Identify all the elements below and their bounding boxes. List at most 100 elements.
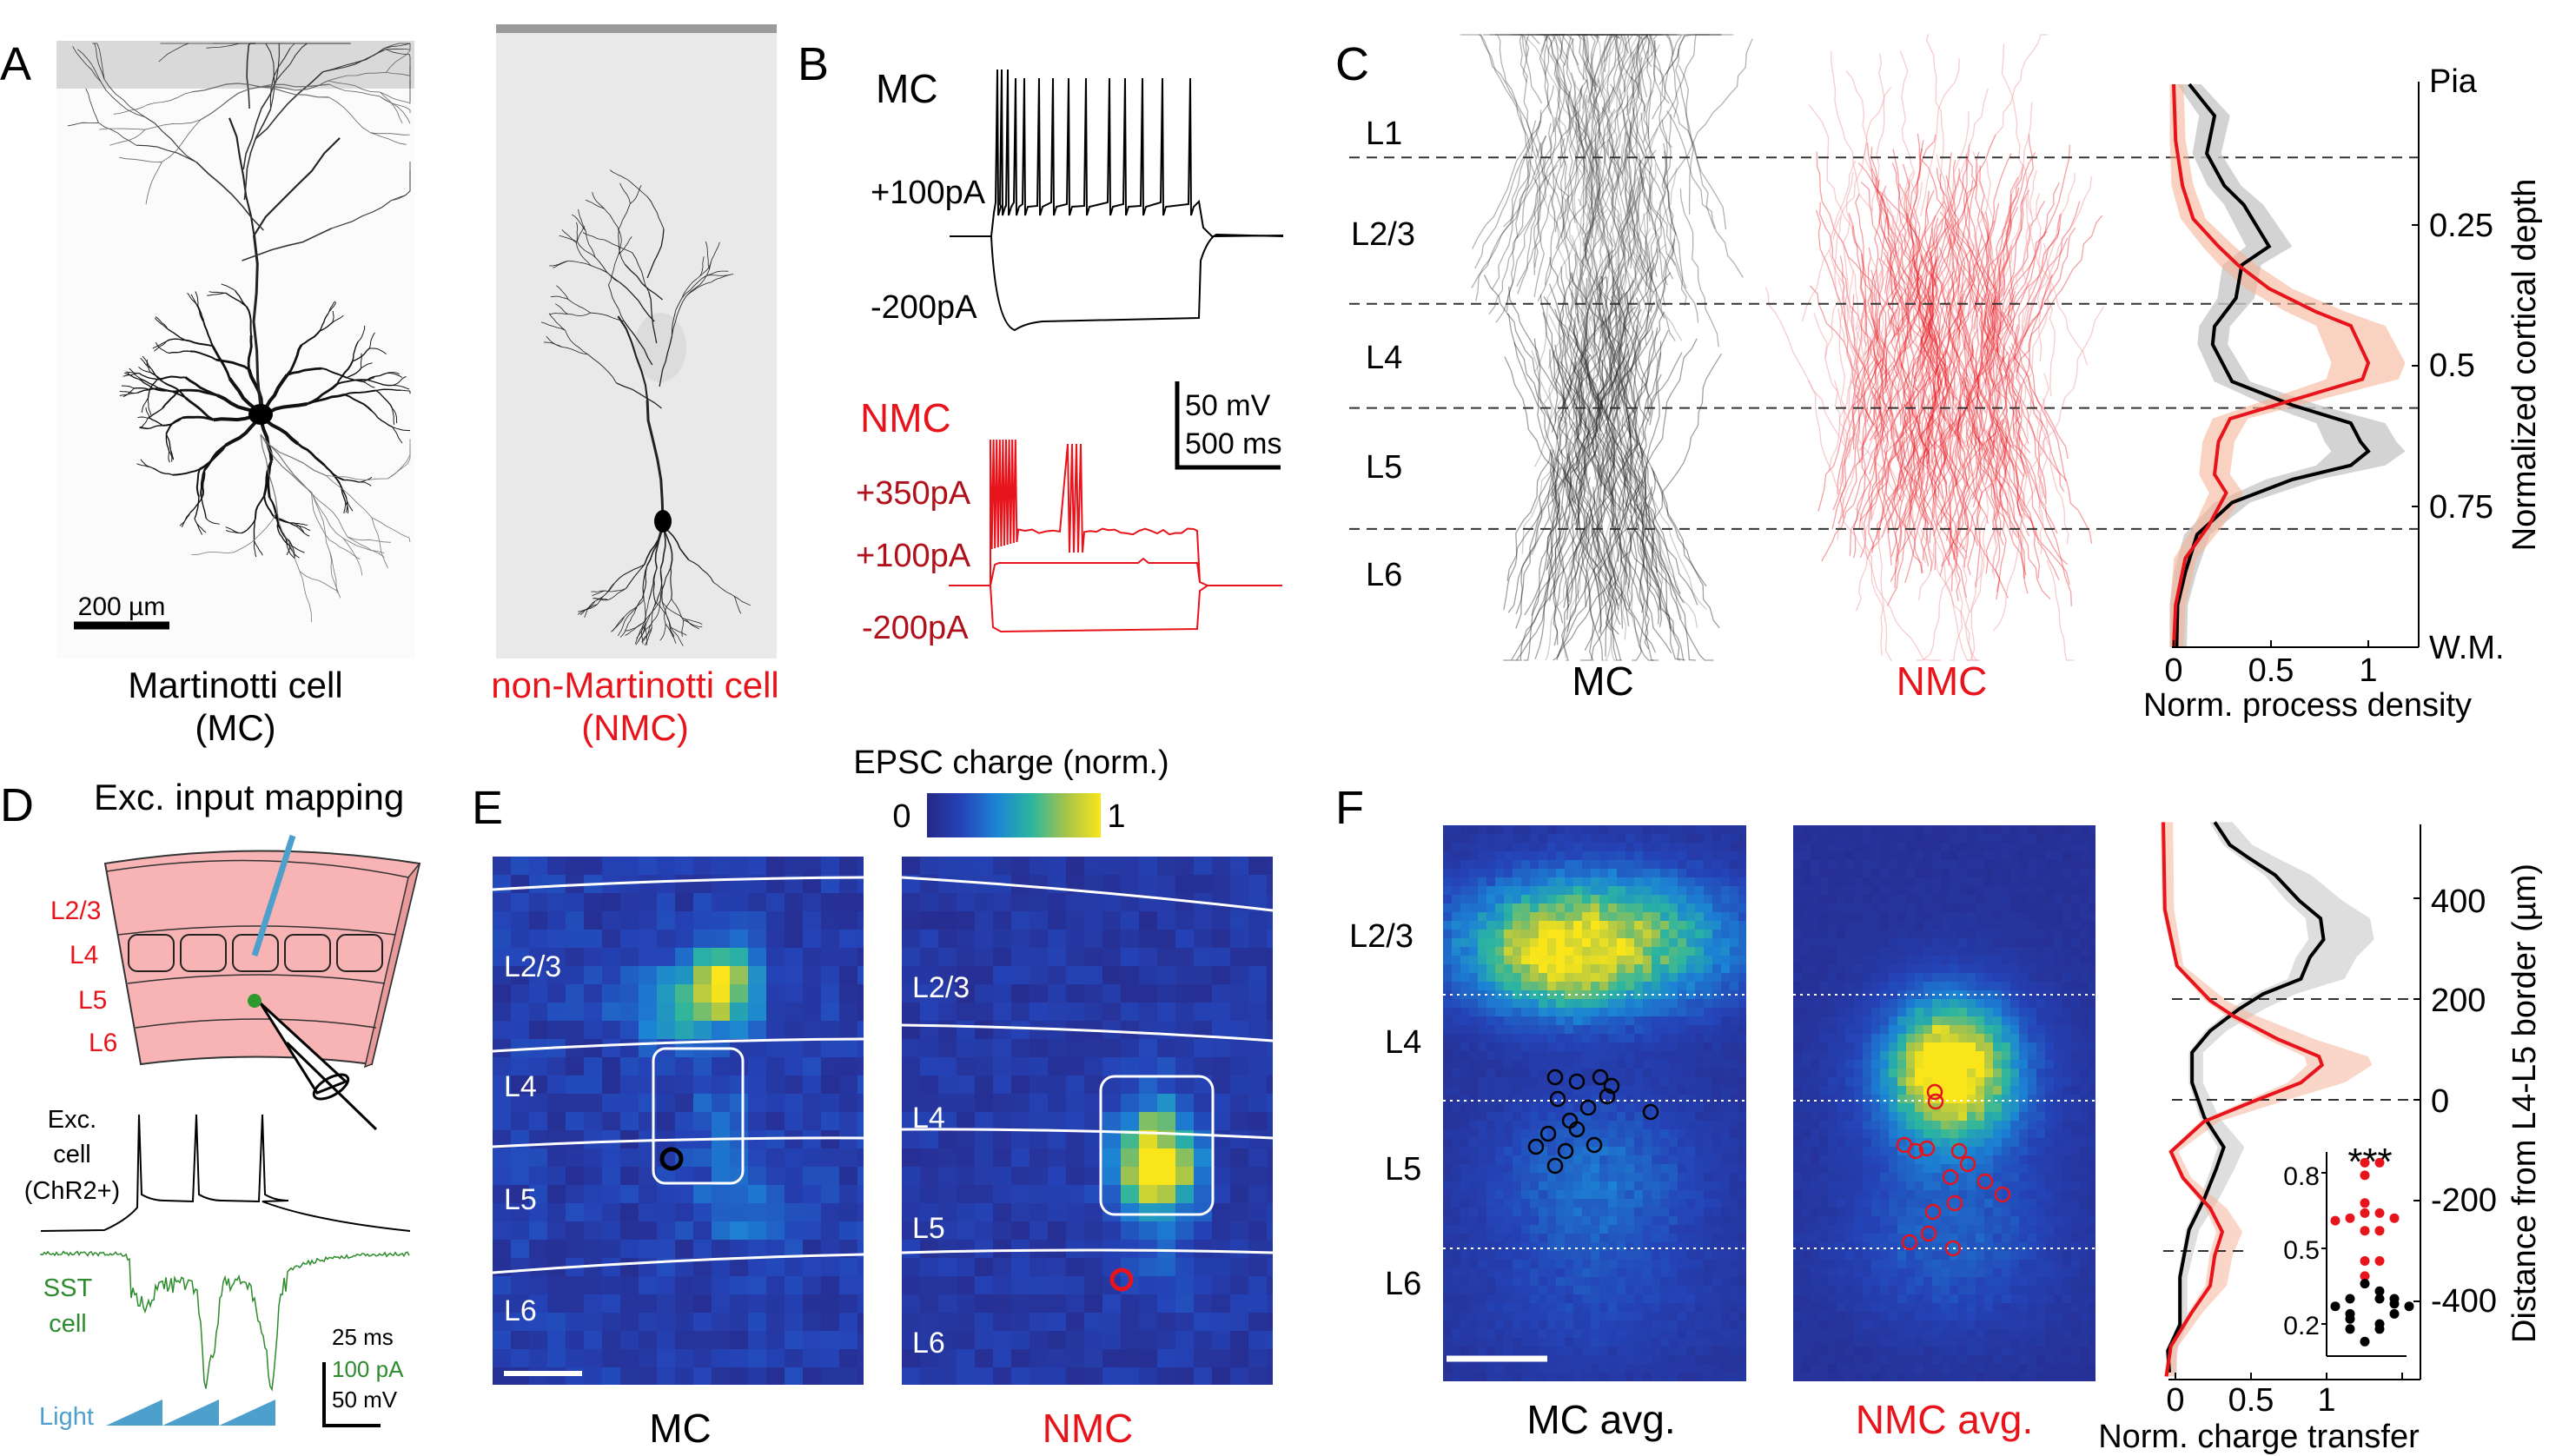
heatmap-cell: [1669, 999, 1678, 1008]
heatmap-cell: [1634, 1216, 1643, 1225]
neurite: [368, 332, 375, 349]
neurite-trace: [1618, 352, 1683, 511]
neurite: [260, 433, 313, 494]
heatmap-cell: [1738, 886, 1746, 895]
heatmap-cell: [1139, 1112, 1157, 1130]
heatmap-cell: [547, 1294, 566, 1313]
heatmap-cell: [1599, 851, 1608, 860]
heatmap-cell: [748, 893, 766, 911]
heatmap-cell: [1686, 834, 1695, 843]
neurite: [627, 179, 648, 197]
heatmap-cell: [1478, 1016, 1486, 1025]
heatmap-cell: [1721, 1016, 1730, 1025]
neurite-trace: [2036, 193, 2043, 362]
heatmap-cell: [1678, 1077, 1686, 1086]
heatmap-cell: [857, 911, 864, 930]
e-nmc-caption: NMC: [1043, 1406, 1134, 1451]
heatmap-cell: [1084, 1003, 1102, 1021]
heatmap-cell: [1678, 1051, 1686, 1060]
heatmap-cell: [1556, 886, 1565, 895]
heatmap-cell: [1591, 843, 1599, 851]
heatmap-cell: [993, 893, 1011, 911]
heatmap-cell: [1521, 1338, 1530, 1347]
heatmap-cell: [1678, 1329, 1686, 1338]
neurite: [311, 493, 348, 538]
heatmap-cell: [1486, 1364, 1495, 1373]
neurite-trace: [1614, 413, 1671, 571]
heatmap-cell: [1230, 875, 1248, 893]
heatmap-cell: [1452, 1164, 1460, 1173]
heatmap-cell: [1267, 966, 1273, 984]
heatmap-cell: [1469, 1373, 1478, 1381]
heatmap-cell: [1845, 834, 1854, 843]
heatmap-cell: [1669, 1268, 1678, 1277]
heatmap-cell: [1565, 869, 1573, 877]
heatmap-cell: [1565, 1190, 1573, 1199]
c-xlabel: Norm. process density: [2143, 687, 2472, 724]
neurite-trace: [1554, 308, 1586, 475]
light-label: Light: [39, 1403, 94, 1431]
heatmap-cell: [1652, 1060, 1660, 1069]
neurite: [659, 525, 666, 569]
heatmap-cell: [1452, 1112, 1460, 1121]
heatmap-cell: [1643, 877, 1652, 886]
neurite-trace: [1849, 269, 1867, 427]
heatmap-cell: [1660, 1138, 1669, 1147]
heatmap-cell: [1695, 947, 1704, 956]
heatmap-cell: [1504, 921, 1513, 930]
neurite-trace: [1619, 433, 1664, 584]
neurite-trace: [1886, 437, 1930, 606]
heatmap-cell: [1521, 1286, 1530, 1294]
heatmap-cell: [1704, 1347, 1712, 1355]
heatmap-cell: [693, 1203, 712, 1221]
neurite-trace: [1592, 486, 1657, 653]
heatmap-cell: [1486, 1242, 1495, 1251]
heatmap-cell: [1582, 982, 1591, 990]
heatmap-cell: [1495, 1364, 1504, 1373]
heatmap-cell: [1478, 877, 1486, 886]
heatmap-cell: [1625, 1042, 1634, 1051]
neurite-trace: [1899, 154, 1968, 332]
heatmap-cell: [1565, 825, 1573, 834]
heatmap-cell: [547, 1276, 566, 1294]
heatmap-cell: [2071, 851, 2080, 860]
heatmap-cell: [1565, 1095, 1573, 1103]
heatmap-cell: [938, 1039, 957, 1057]
heatmap-cell: [1617, 1199, 1625, 1208]
heatmap-cell: [1721, 1129, 1730, 1138]
heatmap-cell: [1811, 860, 1819, 869]
neurite-trace: [1601, 525, 1659, 661]
heatmap-cell: [1469, 982, 1478, 990]
heatmap-cell: [785, 1221, 803, 1240]
neurite-trace: [1641, 486, 1653, 649]
heatmap-cell: [1695, 1234, 1704, 1242]
heatmap-cell: [1460, 1016, 1469, 1025]
heatmap-cell: [620, 1075, 639, 1094]
heatmap-cell: [1504, 895, 1513, 903]
neurite-trace: [1546, 423, 1608, 570]
heatmap-cell: [1102, 1039, 1121, 1057]
heatmap-cell: [1139, 948, 1157, 966]
heatmap-cell: [1652, 956, 1660, 964]
heatmap-cell: [1530, 851, 1539, 860]
heatmap-cell: [511, 1240, 529, 1258]
heatmap-cell: [1066, 1003, 1084, 1021]
heatmap-cell: [993, 1094, 1011, 1112]
heatmap-cell: [1721, 860, 1730, 869]
heatmap-cell: [1530, 1025, 1539, 1034]
heatmap-cell: [1011, 911, 1030, 930]
heatmap-cell: [957, 930, 975, 948]
heatmap-cell: [1712, 956, 1721, 964]
heatmap-cell: [529, 1075, 547, 1094]
heatmap-cell: [1721, 1008, 1730, 1016]
heatmap-cell: [620, 1276, 639, 1294]
neurite-trace: [1599, 34, 1658, 117]
heatmap-cell: [1712, 1086, 1721, 1095]
neurite: [329, 552, 338, 593]
heatmap-cell: [1478, 999, 1486, 1008]
mc-current-minus200: -200pA: [871, 289, 977, 326]
heatmap-cell: [1591, 1312, 1599, 1320]
heatmap-cell: [1175, 1240, 1194, 1258]
heatmap-cell: [1452, 903, 1460, 912]
heatmap-cell: [1721, 1103, 1730, 1112]
